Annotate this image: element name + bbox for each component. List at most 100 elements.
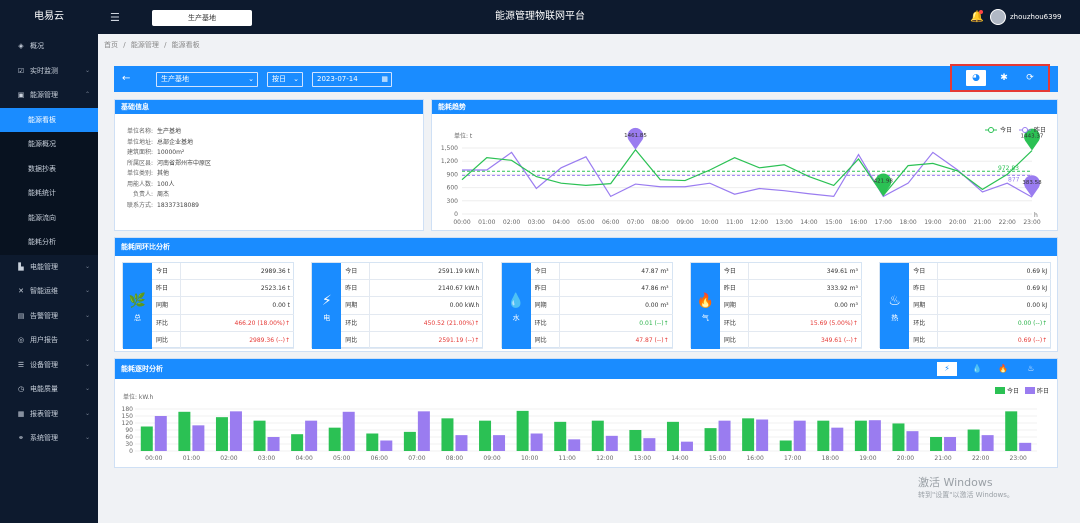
sidebar-item[interactable]: ◈ 概况: [0, 34, 98, 59]
x-tick-label: 03:00: [528, 219, 545, 226]
pin-icon[interactable]: ✱: [1000, 73, 1008, 83]
sidebar-item[interactable]: ▣ 能源管理 ⌃: [0, 83, 98, 108]
row-divider: [747, 331, 749, 349]
brand-logo: 电易云: [34, 11, 64, 22]
sidebar-item[interactable]: 能耗统计: [0, 181, 98, 206]
sidebar-item-label: 报表管理: [30, 409, 58, 418]
gas-tab-icon[interactable]: 🔥: [998, 364, 1008, 373]
bar-today: [178, 411, 191, 451]
energy-row: 昨日 47.86 m³: [530, 280, 673, 298]
breadcrumb-current: 能源看板: [171, 41, 200, 49]
sidebar-item[interactable]: 能源概况: [0, 132, 98, 157]
chevron-icon: ⌃: [84, 91, 90, 98]
x-tick-label: 18:00: [822, 455, 839, 462]
energy-row: 环比 466.20 (18.00%)↑: [152, 314, 294, 332]
pie-chart-icon[interactable]: ◕: [966, 70, 986, 86]
energy-row-value: 0.00 m³: [834, 302, 858, 310]
bar-today: [140, 426, 153, 451]
y-tick-label: 0: [129, 448, 133, 455]
sidebar: ◈ 概况 ☑ 实时监测 ⌄ ▣ 能源管理 ⌃ 能源看板 能源概况 数据抄表 能耗统计 能源流向 能耗分析 ▙…: [0, 34, 98, 523]
sidebar-item[interactable]: 能源流向: [0, 205, 98, 230]
info-row: 单位类别: 其他: [123, 168, 169, 177]
info-label: 联系方式:: [126, 201, 153, 209]
energy-type-name: 气: [701, 314, 709, 322]
refresh-icon[interactable]: ⟳: [1026, 73, 1034, 83]
row-divider: [558, 314, 560, 332]
bar-yesterday: [380, 440, 393, 451]
energy-row: 今日 2591.19 kW.h: [341, 263, 484, 281]
info-value: 10000m²: [157, 149, 185, 156]
energy-row-value: 2989.36 (--)↑: [249, 336, 290, 344]
bar-yesterday: [718, 420, 731, 451]
bar-yesterday: [756, 419, 769, 451]
bar-yesterday: [530, 433, 543, 451]
sidebar-item[interactable]: ⚭ 系统管理 ⌄: [0, 426, 98, 451]
site-selector[interactable]: 生产基地: [152, 10, 252, 26]
sidebar-item[interactable]: ◎ 用户报告 ⌄: [0, 328, 98, 353]
x-tick-label: 06:00: [371, 455, 388, 462]
period-dropdown[interactable]: 按日 ⌄: [267, 72, 303, 87]
trend-unit: 单位: t: [454, 132, 473, 140]
bar-yesterday: [605, 435, 618, 451]
avatar[interactable]: [990, 9, 1006, 25]
date-value: 2023-07-14: [317, 75, 358, 83]
info-value: 周杰: [157, 191, 170, 198]
sidebar-item[interactable]: ▙ 电能管理 ⌄: [0, 255, 98, 280]
heat-tab-icon[interactable]: ♨: [1027, 364, 1035, 373]
filter-toolbar: ← 生产基地 ⌄ 按日 ⌄ 2023-07-14 ▦ ◕ ✱ ⟳: [114, 64, 1058, 92]
sidebar-item[interactable]: 数据抄表: [0, 156, 98, 181]
sidebar-item[interactable]: ◷ 电能质量 ⌄: [0, 377, 98, 402]
sidebar-item[interactable]: ☑ 实时监测 ⌄: [0, 59, 98, 84]
energy-row-value: 349.61 (--)↑: [820, 336, 858, 344]
sidebar-item[interactable]: 能耗分析: [0, 230, 98, 255]
info-value: 生产基地: [157, 128, 182, 135]
legend-dot-today: [988, 127, 994, 133]
sidebar-item-label: 能源管理: [30, 91, 58, 99]
y-tick-label: 90: [125, 427, 133, 434]
x-tick-label: 20:00: [897, 455, 914, 462]
sidebar-item[interactable]: ▦ 报表管理 ⌄: [0, 402, 98, 427]
bar-yesterday: [192, 425, 205, 451]
y-tick-label: 60: [125, 434, 133, 441]
sidebar-item-label: 能耗统计: [28, 189, 56, 197]
x-tick-label: 18:00: [899, 219, 916, 226]
energy-row: 环比 450.52 (21.00%)↑: [341, 314, 484, 332]
info-row: 所属区县: 河南省郑州市中原区: [123, 158, 211, 167]
date-picker[interactable]: 2023-07-14 ▦: [312, 72, 392, 87]
y-tick-label: 600: [447, 185, 459, 192]
energy-row: 同期 0.00 m³: [530, 297, 673, 315]
row-divider: [369, 331, 371, 349]
chevron-icon: ⌄: [84, 434, 90, 441]
trend-chart: 单位: t 1,500 1,200 900 600 300 000:00 01:00 02:00…: [441, 126, 1046, 226]
site-dropdown[interactable]: 生产基地 ⌄: [156, 72, 258, 87]
windows-watermark: 激活 Windows: [918, 476, 993, 489]
row-divider: [180, 297, 181, 315]
energy-row: 同期 0.00 m³: [719, 297, 862, 315]
username[interactable]: zhouzhou6399: [1010, 13, 1062, 21]
comparison-title: 能耗同环比分析: [115, 238, 1057, 256]
energy-type-icon: ⚡: [321, 293, 332, 309]
marker-pin: [875, 173, 892, 196]
row-divider: [369, 314, 371, 332]
sidebar-item[interactable]: ▤ 告警管理 ⌄: [0, 304, 98, 329]
breadcrumb-energy[interactable]: 能源管理: [130, 41, 159, 49]
sidebar-item-icon: ☰: [17, 360, 25, 369]
info-label: 单位地址:: [126, 138, 153, 146]
bar-yesterday: [643, 438, 656, 451]
bar-yesterday: [154, 416, 167, 451]
x-tick-label: 11:00: [559, 455, 576, 462]
breadcrumb-home[interactable]: 首页: [104, 41, 118, 49]
avg-label-today: 972.83: [998, 165, 1019, 172]
electricity-tab-icon[interactable]: ⚡: [937, 362, 957, 376]
energy-row-value: 47.86 m³: [641, 285, 669, 293]
row-divider: [747, 263, 749, 280]
sidebar-item[interactable]: ✕ 智能运维 ⌄: [0, 279, 98, 304]
energy-row: 环比 0.01 (--)↑: [530, 314, 673, 332]
menu-fold-icon[interactable]: ☰: [110, 11, 120, 24]
y-tick-label: 150: [122, 413, 134, 420]
sidebar-item[interactable]: 能源看板: [0, 107, 98, 132]
sidebar-item[interactable]: ☰ 设备管理 ⌄: [0, 353, 98, 378]
water-tab-icon[interactable]: 💧: [972, 364, 982, 373]
back-arrow-icon[interactable]: ←: [122, 73, 131, 84]
row-divider: [558, 297, 560, 315]
